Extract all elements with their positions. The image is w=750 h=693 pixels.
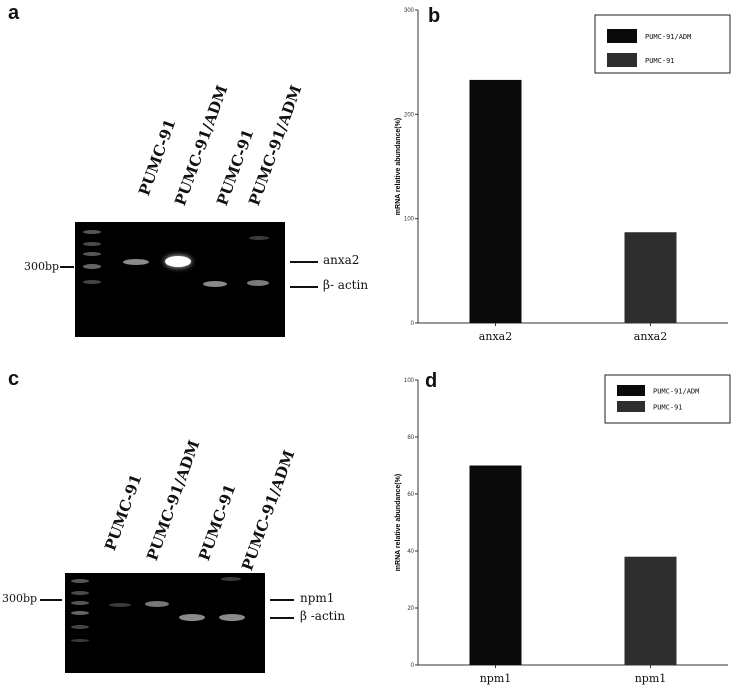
gel-image-c bbox=[65, 573, 265, 673]
chart-d-y-tick-label-3: 60 bbox=[407, 492, 414, 498]
chart-b-y-tick-label-0: 0 bbox=[411, 321, 415, 327]
lane-label-c-1: PUMC-91 bbox=[101, 471, 146, 553]
chart-b-legend-swatch-1 bbox=[607, 53, 637, 67]
chart-b-y-tick-label-2: 200 bbox=[404, 112, 415, 118]
chart-b-x-tick-label-1: anxa2 bbox=[634, 330, 667, 343]
chart-b: 0 100 200 300 mRNA relative abundance(%) anxa… bbox=[395, 8, 731, 343]
chart-d-y-axis-label: mRNA relative abundance(%) bbox=[395, 474, 402, 571]
chart-d-legend-swatch-1 bbox=[617, 401, 645, 412]
band-line-anxa2 bbox=[290, 261, 318, 263]
chart-d-y-tick-label-4: 80 bbox=[407, 435, 414, 441]
chart-b-x-tick-label-0: anxa2 bbox=[479, 330, 512, 343]
chart-b-y-tick-label-3: 300 bbox=[404, 8, 415, 14]
chart-b-legend-label-0: PUMC-91/ADM bbox=[645, 33, 691, 41]
chart-b-bar-0 bbox=[469, 79, 522, 323]
panel-letter-b: b bbox=[428, 5, 441, 27]
chart-b-y-tick-label-1: 100 bbox=[404, 217, 415, 223]
chart-d-bar-1 bbox=[624, 556, 677, 665]
lane-label-c-3: PUMC-91 bbox=[195, 481, 240, 563]
chart-b-legend-label-1: PUMC-91 bbox=[645, 57, 675, 65]
lane-label-c-4: PUMC-91/ADM bbox=[238, 447, 299, 573]
chart-d: 0 20 40 60 80 100 mRNA relative abundance(%) np… bbox=[395, 374, 731, 685]
chart-d-x-tick-label-1: npm1 bbox=[635, 672, 667, 685]
band-line-actin-a bbox=[290, 286, 318, 288]
band-line-actin-c bbox=[270, 617, 294, 619]
chart-d-y-tick-label-2: 40 bbox=[407, 549, 414, 555]
band-line-npm1 bbox=[270, 599, 294, 601]
panel-letter-d: d bbox=[425, 370, 438, 392]
chart-d-legend-label-1: PUMC-91 bbox=[653, 404, 683, 412]
size-marker-label-c: 300bp bbox=[2, 592, 38, 605]
chart-d-y-tick-label-0: 0 bbox=[411, 663, 415, 669]
size-marker-line-c bbox=[40, 599, 62, 601]
chart-d-legend-label-0: PUMC-91/ADM bbox=[653, 388, 699, 396]
size-marker-label-a: 300bp bbox=[24, 260, 60, 273]
chart-d-x-tick-label-0: npm1 bbox=[480, 672, 512, 685]
band-label-actin-a: β- actin bbox=[323, 278, 369, 292]
chart-d-legend-box bbox=[604, 374, 731, 424]
band-label-npm1: npm1 bbox=[300, 591, 335, 605]
gel-image-a bbox=[75, 222, 285, 337]
chart-d-y-tick-label-5: 100 bbox=[404, 378, 415, 384]
chart-b-legend-swatch-0 bbox=[607, 29, 637, 43]
lane-label-a-1: PUMC-91 bbox=[135, 116, 180, 198]
chart-b-bar-1 bbox=[624, 232, 677, 323]
band-label-anxa2: anxa2 bbox=[323, 253, 360, 267]
panel-letter-a: a bbox=[8, 2, 20, 24]
chart-d-legend-swatch-0 bbox=[617, 385, 645, 396]
lane-label-c-2: PUMC-91/ADM bbox=[143, 437, 204, 563]
lane-label-a-4: PUMC-91/ADM bbox=[245, 82, 306, 208]
chart-d-bar-0 bbox=[469, 465, 522, 665]
panel-letter-c: c bbox=[8, 368, 20, 390]
size-marker-line-a bbox=[60, 266, 74, 268]
chart-b-y-axis-label: mRNA relative abundance(%) bbox=[395, 118, 402, 215]
chart-d-y-tick-label-1: 20 bbox=[407, 606, 414, 612]
band-label-actin-c: β -actin bbox=[300, 609, 346, 623]
